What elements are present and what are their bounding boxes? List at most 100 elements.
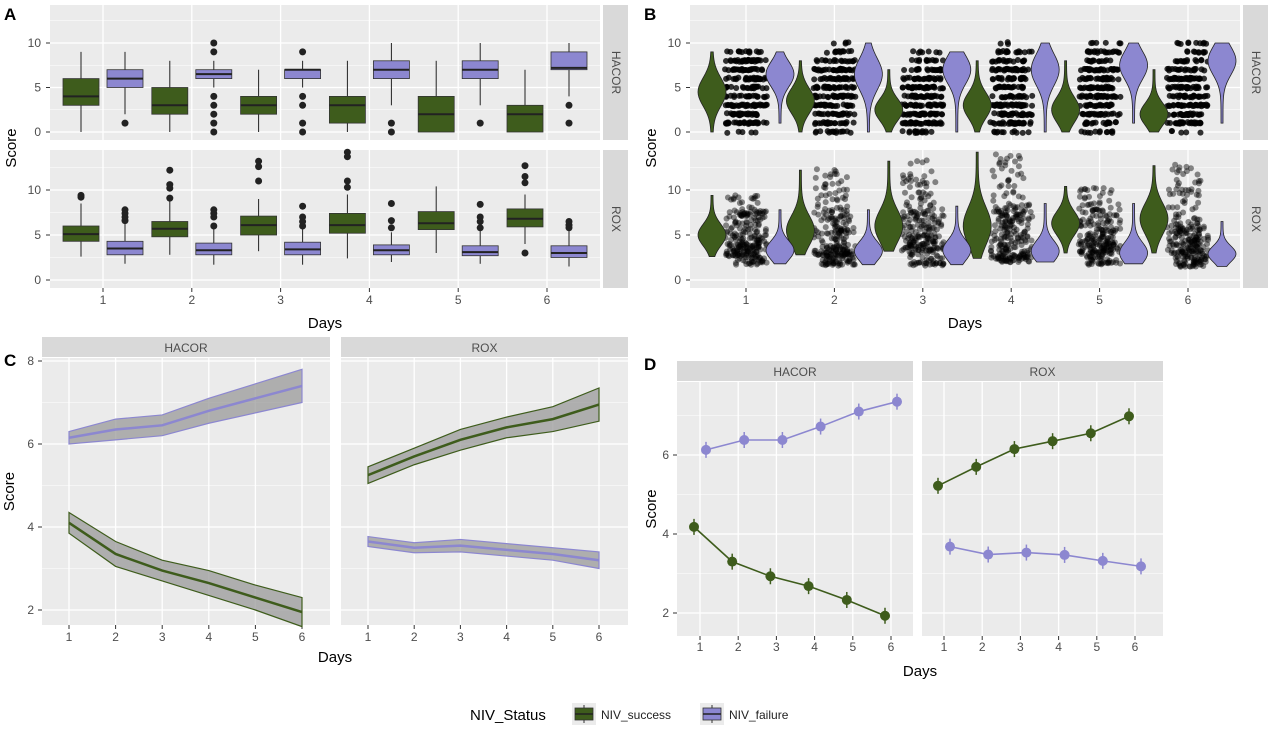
jitter-point [1003, 190, 1010, 197]
box-NIV_success [151, 87, 189, 115]
jitter-point [916, 120, 923, 127]
jitter-point [1099, 207, 1106, 214]
jitter-point [1082, 222, 1089, 229]
jitter-point [831, 259, 838, 266]
jitter-point [1193, 248, 1200, 255]
facet-strip [341, 337, 628, 357]
jitter-point [1084, 202, 1091, 209]
jitter-point [830, 220, 837, 227]
jitter-point [761, 255, 768, 262]
jitter-point [1082, 243, 1089, 250]
jitter-point [912, 246, 919, 253]
jitter-point [827, 171, 834, 178]
jitter-point [730, 247, 737, 254]
jitter-point [1084, 129, 1091, 136]
jitter-point [1104, 256, 1111, 263]
jitter-point [1180, 209, 1187, 216]
jitter-point [734, 250, 741, 257]
jitter-point [1194, 241, 1201, 248]
jitter-point [826, 190, 833, 197]
jitter-point [747, 75, 754, 82]
jitter-point [732, 218, 739, 225]
jitter-point [755, 243, 762, 250]
jitter-point [1185, 187, 1192, 194]
jitter-point [1191, 241, 1198, 248]
jitter-point [833, 171, 840, 178]
jitter-point [1010, 74, 1017, 81]
panel-label: D [644, 355, 656, 374]
jitter-point [1197, 256, 1204, 263]
jitter-point [1191, 237, 1198, 244]
jitter-point [1015, 163, 1022, 170]
jitter-point [741, 211, 748, 218]
x-axis-title: Days [318, 649, 352, 666]
jitter-point [906, 223, 913, 230]
jitter-point [822, 172, 829, 179]
jitter-point [996, 160, 1003, 167]
jitter-point [735, 244, 742, 251]
jitter-point [1186, 236, 1193, 243]
jitter-point [1004, 230, 1011, 237]
jitter-point [748, 255, 755, 262]
jitter-point [752, 255, 759, 262]
outlier-point [210, 128, 218, 136]
jitter-point [1001, 222, 1008, 229]
jitter-point [1087, 256, 1094, 263]
jitter-point [1180, 240, 1187, 247]
jitter-point [930, 240, 937, 247]
jitter-point [1002, 257, 1009, 264]
jitter-point [1078, 186, 1085, 193]
jitter-point [925, 48, 932, 55]
jitter-point [1111, 239, 1118, 246]
jitter-point [752, 221, 759, 228]
jitter-point [1113, 259, 1120, 266]
jitter-point [839, 246, 846, 253]
jitter-point [1106, 49, 1113, 56]
jitter-point [1020, 208, 1027, 215]
jitter-point [1110, 246, 1117, 253]
jitter-point [1091, 102, 1098, 109]
jitter-point [737, 231, 744, 238]
jitter-point [907, 207, 914, 214]
jitter-point [1087, 201, 1094, 208]
jitter-point [1091, 48, 1098, 55]
jitter-point [1185, 239, 1192, 246]
violin-NIV_failure [1119, 42, 1148, 124]
jitter-point [730, 196, 737, 203]
jitter-point [1077, 232, 1084, 239]
jitter-point [1022, 239, 1029, 246]
jitter-point [1079, 209, 1086, 216]
mean-point-NIV_failure [892, 396, 902, 407]
jitter-point [746, 235, 753, 242]
jitter-point [929, 67, 936, 74]
jitter-point [906, 231, 913, 238]
mean-point-NIV_success [841, 594, 852, 605]
jitter-point [1012, 244, 1019, 251]
jitter-point [907, 241, 914, 248]
mean-point-NIV_failure [777, 434, 788, 445]
x-tick-label: 4 [366, 293, 373, 307]
jitter-point [1196, 233, 1203, 240]
jitter-point [831, 255, 838, 262]
jitter-point [1178, 239, 1185, 246]
jitter-point [1018, 202, 1025, 209]
jitter-point [818, 260, 825, 267]
jitter-point [993, 255, 1000, 262]
jitter-point [843, 211, 850, 218]
jitter-point [1083, 238, 1090, 245]
jitter-point [1195, 178, 1202, 185]
jitter-point [748, 66, 755, 73]
jitter-point [1116, 219, 1123, 226]
jitter-point [836, 229, 843, 236]
mean-point-NIV_success [727, 556, 738, 567]
outlier-point [166, 194, 174, 202]
jitter-point [1181, 200, 1188, 207]
jitter-point [995, 254, 1002, 261]
jitter-point [916, 76, 923, 83]
jitter-point [1179, 190, 1186, 197]
jitter-point [1107, 204, 1114, 211]
jitter-point [1017, 75, 1024, 82]
outlier-point [255, 177, 263, 185]
jitter-point [988, 238, 995, 245]
jitter-point [1185, 245, 1192, 252]
